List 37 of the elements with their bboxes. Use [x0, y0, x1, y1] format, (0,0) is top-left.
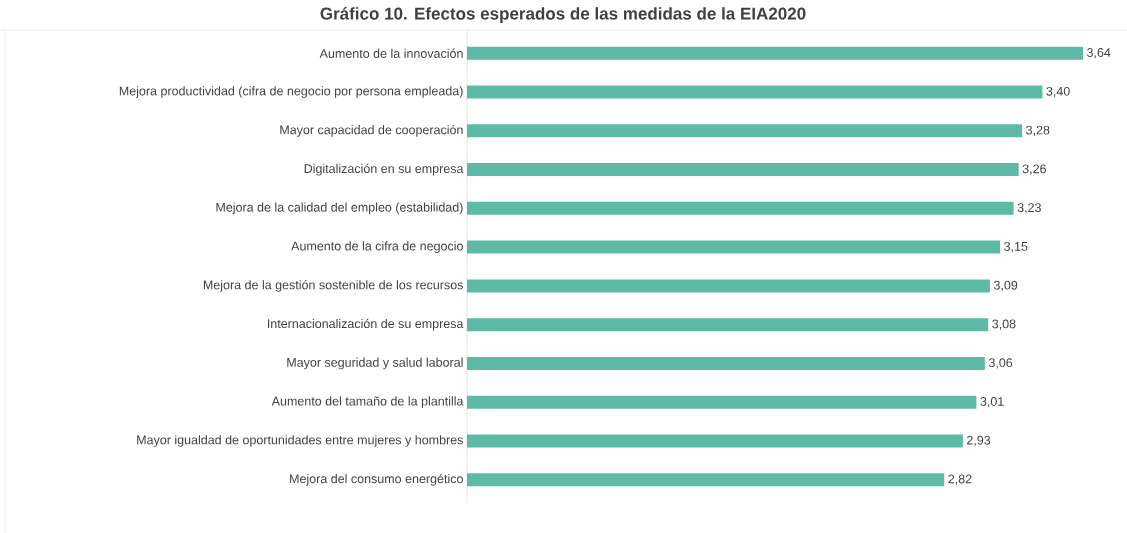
y-tick-label: Aumento de la cifra de negocio: [291, 241, 463, 253]
y-tick-label: Aumento del tamaño de la plantilla: [271, 396, 464, 409]
bar: [467, 240, 1001, 254]
bar: [467, 124, 1023, 138]
y-tick-label: Mejora productividad (cifra de negocio por persona empleada): [119, 86, 463, 98]
data-label: 2,82: [948, 474, 972, 485]
data-label: 3,08: [992, 319, 1016, 330]
data-label: 3,40: [1046, 86, 1070, 98]
y-tick-label: Mejora del consumo energético: [290, 473, 463, 486]
chart-title: Gráfico 10. Efectos esperados de las medidas de la EIA2020: [320, 7, 806, 23]
data-label: 3,26: [1022, 164, 1047, 175]
bar: [467, 318, 989, 332]
y-tick-label: Mayor igualdad de oportunidades entre mujeres y hombres: [137, 435, 463, 447]
bar: [467, 85, 1043, 99]
data-label: 3,28: [1026, 125, 1050, 136]
y-tick-label: Mejora de la gestión sostenible de los recursos: [203, 279, 463, 292]
y-tick-label: Mejora de la calidad del empleo (estabilidad): [216, 202, 463, 215]
y-tick-label: Mayor seguridad y salud laboral: [287, 357, 463, 370]
data-label: 2,93: [967, 435, 991, 447]
bar: [467, 201, 1014, 215]
data-label: 3,06: [988, 358, 1013, 369]
y-tick-label: Aumento de la innovación: [319, 48, 463, 58]
y-tick-label: Mayor capacidad de cooperación: [280, 124, 463, 137]
bar: [467, 395, 977, 409]
data-label: 3,64: [1087, 48, 1111, 59]
bar: [467, 473, 945, 487]
bar: [467, 163, 1019, 177]
data-label: 3,15: [1004, 241, 1028, 253]
data-label: 3,23: [1017, 203, 1041, 214]
bar: [467, 46, 1084, 60]
bar: [467, 279, 990, 293]
data-label: 3,01: [980, 397, 1004, 408]
bar: [467, 356, 985, 370]
y-tick-label: Digitalización en su empresa: [304, 163, 464, 176]
bar: [467, 434, 963, 448]
data-label: 3,09: [993, 280, 1018, 292]
y-tick-label: Internacionalización de su empresa: [267, 318, 464, 331]
